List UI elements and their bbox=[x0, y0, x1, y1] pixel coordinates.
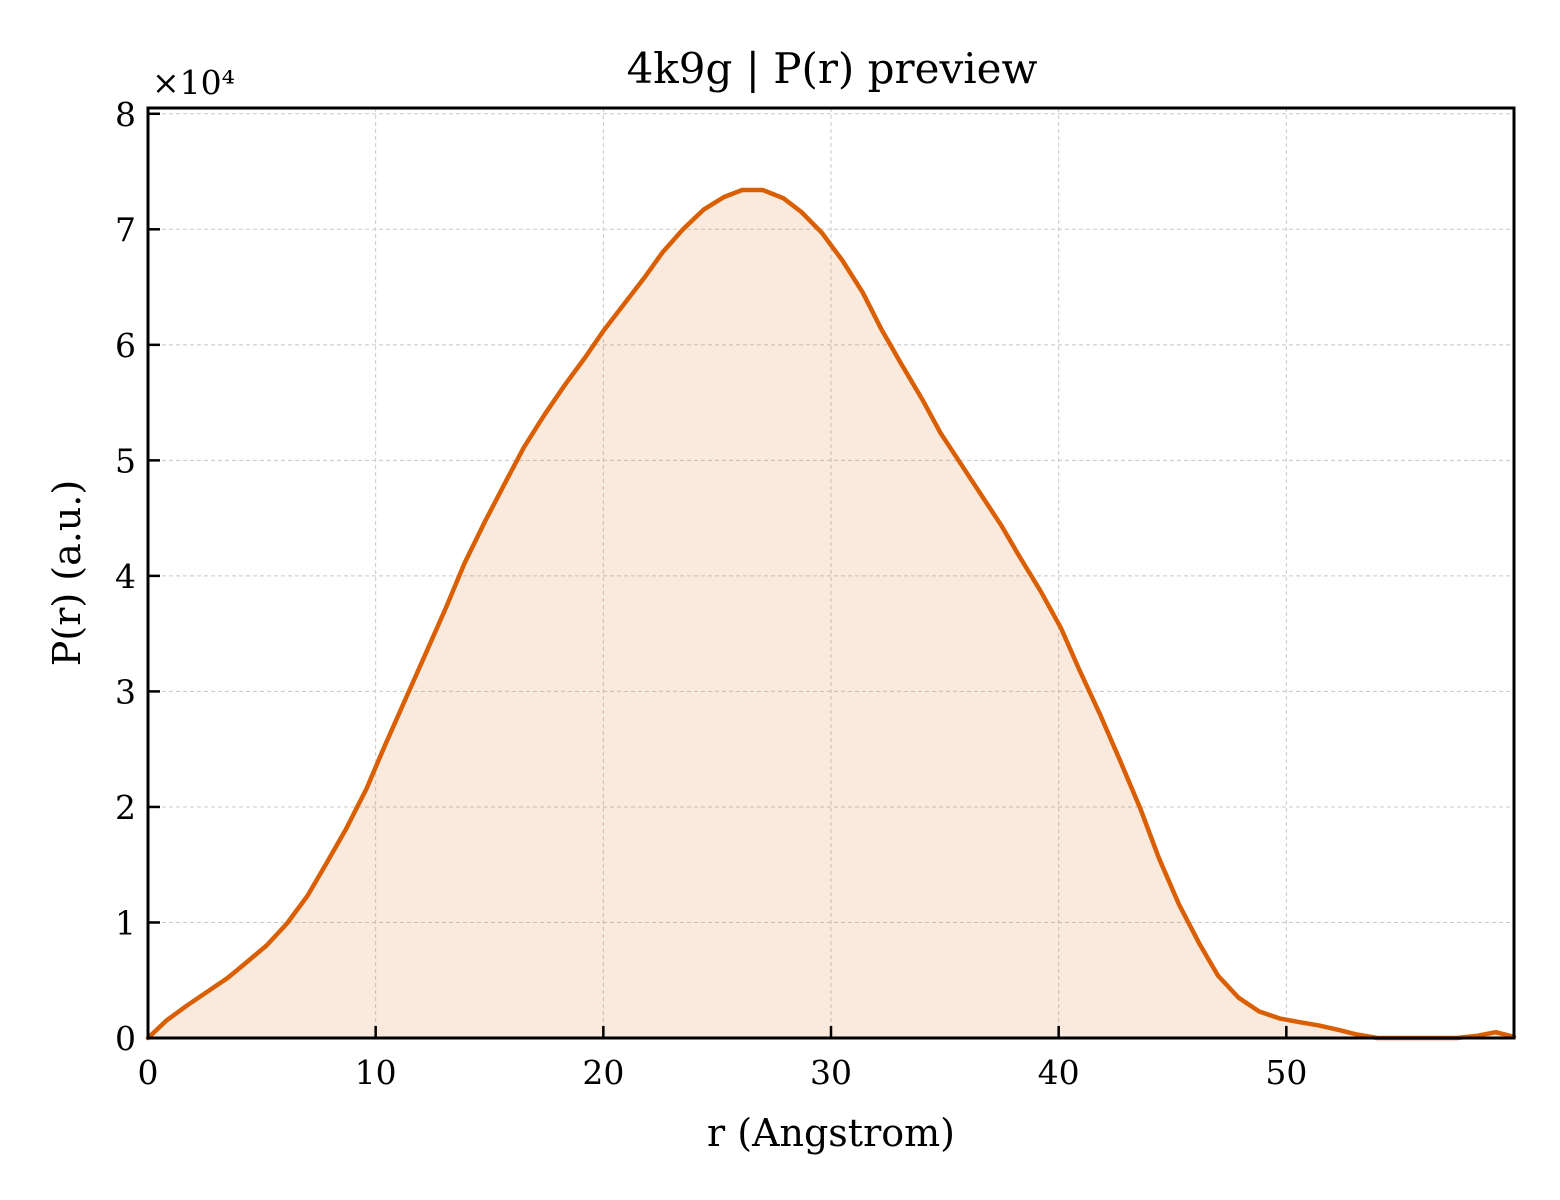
y-tick-label: 8 bbox=[115, 95, 136, 134]
series-area-fill bbox=[148, 190, 1514, 1038]
y-tick-label: 4 bbox=[115, 557, 136, 596]
x-tick-label: 50 bbox=[1265, 1053, 1307, 1092]
y-tick-label: 2 bbox=[115, 788, 136, 827]
chart-title: 4k9g | P(r) preview bbox=[627, 44, 1038, 93]
y-tick-label: 3 bbox=[115, 672, 136, 711]
plot-frame bbox=[146, 106, 1516, 1040]
x-tick-label: 40 bbox=[1038, 1053, 1080, 1092]
y-tick-label: 1 bbox=[115, 903, 136, 942]
x-tick-label: 0 bbox=[138, 1053, 159, 1092]
x-tick-label: 10 bbox=[355, 1053, 397, 1092]
y-axis-label: P(r) (a.u.) bbox=[45, 480, 89, 666]
y-tick-label: 6 bbox=[115, 326, 136, 365]
x-axis-label: r (Angstrom) bbox=[707, 1111, 955, 1155]
series-line bbox=[145, 187, 1517, 1041]
tick-labels: 0 10 20 30 40 50 0 1 2 3 4 5 6 7 8 bbox=[115, 95, 1307, 1092]
y-tick-label: 5 bbox=[115, 441, 136, 480]
x-tick-label: 30 bbox=[810, 1053, 852, 1092]
x-tick-label: 20 bbox=[582, 1053, 624, 1092]
y-axis-multiplier: ×10⁴ bbox=[152, 63, 235, 102]
y-tick-label: 0 bbox=[115, 1019, 136, 1058]
grid bbox=[148, 108, 1514, 1038]
y-tick-label: 7 bbox=[115, 210, 136, 249]
